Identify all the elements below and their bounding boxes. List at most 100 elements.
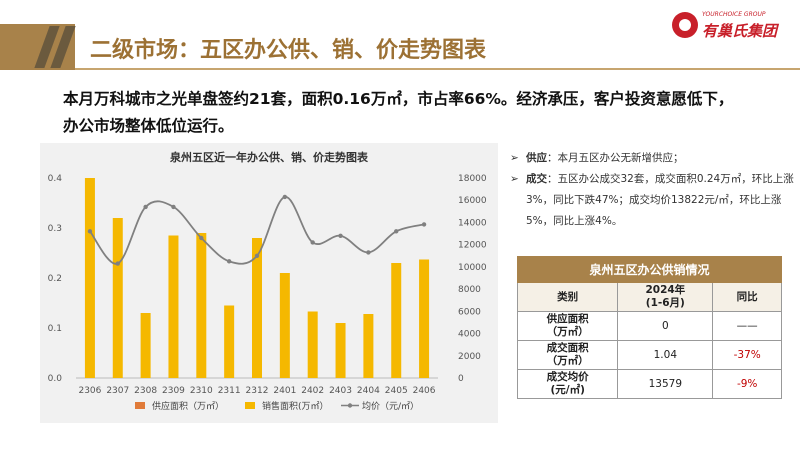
- right-axis-tick-label: 0: [458, 374, 464, 384]
- x-axis-tick-label: 2307: [106, 386, 129, 396]
- table-header-yoy: 同比: [712, 282, 782, 312]
- x-axis-tick-label: 2311: [218, 386, 241, 396]
- price-point: [254, 253, 260, 258]
- row-value: 1.04: [617, 340, 714, 370]
- page-title: 二级市场：五区办公供、销、价走势图表: [90, 38, 487, 63]
- x-axis-tick-label: 2403: [329, 386, 352, 396]
- table-caption: 泉州五区办公供销情况: [517, 256, 782, 283]
- row-label: 供应面积 （万㎡）: [516, 311, 619, 341]
- right-axis-tick-label: 18000: [458, 174, 487, 184]
- chart-panel: 泉州五区近一年办公供、销、价走势图表 0.0 0.1 0.2 0.3 0.4 0 2000 40…: [40, 143, 498, 423]
- sales-bar: [335, 323, 346, 378]
- table-header-category: 类别: [516, 282, 619, 312]
- left-axis-tick-label: 0.1: [48, 324, 62, 334]
- sales-bar: [391, 263, 402, 378]
- sales-bar: [252, 238, 262, 378]
- sales-bar: [140, 313, 151, 378]
- price-point: [338, 233, 343, 238]
- x-axis-tick-label: 2312: [246, 386, 269, 396]
- sales-bar: [307, 311, 318, 378]
- legend-marker: [347, 403, 353, 408]
- price-point: [115, 261, 120, 266]
- x-axis-tick-label: 2309: [162, 386, 185, 396]
- table-row: 成交面积 （万㎡） 1.04 -37%: [516, 340, 782, 370]
- sales-bar: [112, 218, 123, 378]
- sales-bar: [279, 273, 290, 378]
- left-axis-tick-label: 0.4: [48, 174, 63, 184]
- supply-sales-table: 泉州五区办公供销情况 类别 2024年 (1-6月) 同比 供应面积 （万㎡） …: [516, 256, 782, 399]
- header-bar: 二级市场：五区办公供、销、价走势图表: [0, 24, 800, 70]
- arrow-bullet-icon: ➢: [510, 152, 519, 164]
- legend-swatch: [135, 402, 145, 409]
- price-point: [226, 259, 232, 264]
- price-point: [282, 194, 288, 200]
- right-axis-tick-label: 4000: [458, 330, 481, 340]
- price-point: [171, 204, 176, 210]
- chart-title: 泉州五区近一年办公供、销、价走势图表: [169, 150, 369, 164]
- bullet-text: ：五区办公成交32套，成交面积0.24万㎡，环比上涨3%，同比下跌47%；成交均…: [526, 173, 794, 227]
- bullet-supply: ➢ 供应：本月五区办公无新增供应；: [510, 148, 795, 169]
- right-axis-tick-label: 8000: [458, 285, 481, 295]
- price-point: [87, 229, 93, 234]
- sales-bar: [168, 235, 179, 378]
- x-axis-tick-label: 2306: [78, 386, 101, 396]
- x-axis-tick-label: 2402: [301, 386, 324, 396]
- row-yoy: ——: [712, 311, 782, 341]
- summary-line-1: 本月万科城市之光单盘签约21套，面积0.16万㎡，市占率66%。经济承压，客户投…: [63, 90, 734, 108]
- table-row: 成交均价 (元/㎡) 13579 -9%: [516, 369, 782, 399]
- price-point: [394, 229, 399, 234]
- legend-label: 销售面积(万㎡）: [262, 400, 329, 412]
- row-value: 0: [617, 311, 714, 341]
- price-point: [366, 250, 371, 255]
- right-axis-tick-label: 12000: [458, 241, 487, 251]
- table-row: 供应面积 （万㎡） 0 ——: [516, 311, 782, 341]
- price-point: [421, 222, 427, 227]
- bullet-text: ：本月五区办公无新增供应；: [547, 152, 684, 164]
- logo-mark-icon: [672, 12, 698, 38]
- analysis-bullets: ➢ 供应：本月五区办公无新增供应； ➢ 成交：五区办公成交32套，成交面积0.24万…: [510, 148, 795, 232]
- sales-bar: [196, 233, 207, 378]
- row-label: 成交均价 (元/㎡): [516, 369, 619, 399]
- x-axis-tick-label: 2405: [385, 386, 408, 396]
- price-point: [310, 240, 315, 245]
- right-axis-tick-label: 10000: [458, 263, 487, 273]
- sales-bar: [419, 259, 430, 378]
- arrow-bullet-icon: ➢: [510, 173, 519, 185]
- row-label: 成交面积 （万㎡）: [516, 340, 619, 370]
- header-underline: [75, 68, 800, 70]
- x-axis-tick-label: 2401: [273, 386, 296, 396]
- legend-label: 均价（元/㎡）: [362, 400, 419, 412]
- right-axis-tick-label: 14000: [458, 218, 487, 228]
- right-axis-tick-label: 16000: [458, 196, 487, 206]
- summary-line-2: 办公市场整体低位运行。: [63, 117, 234, 135]
- row-yoy: -37%: [712, 340, 782, 370]
- left-axis-tick-label: 0.0: [48, 374, 63, 384]
- sales-bar: [363, 314, 374, 378]
- sales-bar: [84, 178, 95, 378]
- company-logo: YOURCHOICE GROUP 有巢氏集团: [672, 8, 796, 42]
- legend-swatch: [245, 402, 255, 409]
- bullet-deal: ➢ 成交：五区办公成交32套，成交面积0.24万㎡，环比上涨3%，同比下跌47%；…: [510, 169, 795, 232]
- right-axis-tick-label: 2000: [458, 352, 481, 362]
- table-header-period: 2024年 (1-6月): [617, 282, 714, 312]
- x-axis-tick-label: 2404: [357, 386, 380, 396]
- left-axis-tick-label: 0.3: [48, 224, 62, 234]
- price-point: [143, 204, 148, 210]
- bullet-label: 成交: [526, 173, 547, 185]
- bullet-label: 供应: [526, 152, 547, 164]
- summary-text: 本月万科城市之光单盘签约21套，面积0.16万㎡，市占率66%。经济承压，客户投…: [63, 86, 783, 140]
- combo-chart: 泉州五区近一年办公供、销、价走势图表 0.0 0.1 0.2 0.3 0.4 0 2000 40…: [48, 150, 487, 412]
- logo-chinese-text: 有巢氏集团: [702, 22, 778, 40]
- row-value: 13579: [617, 369, 714, 399]
- row-yoy: -9%: [712, 369, 782, 399]
- legend-label: 供应面积（万㎡）: [152, 400, 224, 412]
- sales-bar: [224, 305, 235, 378]
- x-axis-tick-label: 2310: [190, 386, 213, 396]
- x-axis-tick-label: 2406: [413, 386, 436, 396]
- logo-english-text: YOURCHOICE GROUP: [702, 11, 766, 18]
- price-point: [199, 235, 204, 241]
- right-axis-tick-label: 6000: [458, 307, 481, 317]
- x-axis-tick-label: 2308: [134, 386, 157, 396]
- left-axis-tick-label: 0.2: [48, 274, 62, 284]
